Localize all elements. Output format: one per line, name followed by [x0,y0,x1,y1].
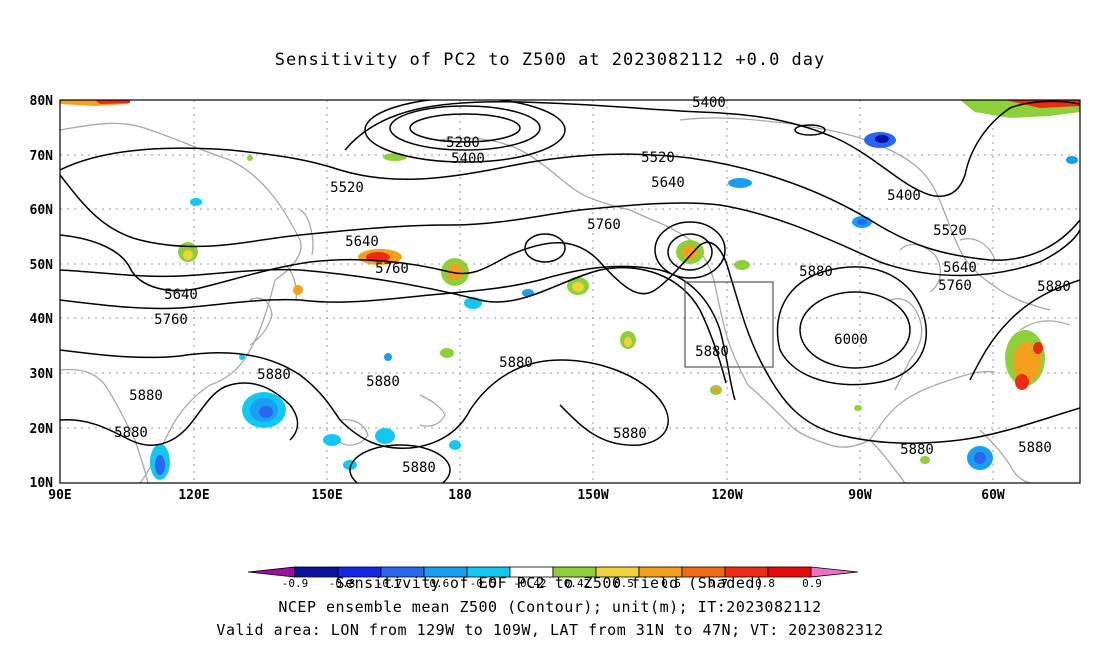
lon-tick-label: 150W [577,488,608,503]
contour-label: 5760 [587,217,621,233]
lon-tick-label: 120W [711,488,742,503]
contour-label: 5760 [154,312,188,328]
contour-label: 5880 [129,388,163,404]
longitude-axis: 90E 120E 150E 180 150W 120W 90W 60W [48,488,1005,503]
colorbar-swatches [247,566,859,578]
lat-tick-label: 30N [30,367,54,382]
colorbar-tick-label: -0.42 [513,577,546,590]
lon-tick-label: 180 [448,488,472,503]
contour-label: 5880 [257,367,291,383]
colorbar-tick-label: -0.5 [470,577,497,590]
colorbar-tick-label: -0.9 [282,577,309,590]
contour-label: 5880 [114,425,148,441]
lat-tick-label: 20N [30,422,54,437]
colorbar: -0.9 -0.8 -0.7 -0.6 -0.5 -0.42 0.42 0.5 … [247,566,859,590]
footer-valid-area-caption: Valid area: LON from 129W to 109W, LAT f… [216,621,884,639]
colorbar-tick-label: -0.6 [423,577,450,590]
coastlines [60,117,1071,483]
contour-label: 5520 [933,223,967,239]
map-frame [59,99,1081,484]
colorbar-tick-label: 0.5 [614,577,634,590]
lon-tick-label: 150E [311,488,342,503]
lat-tick-label: 70N [30,149,54,164]
footer-shading-caption: Sensitivity of EOF PC2 to Z500 field (Sh… [335,574,765,592]
footer-contour-caption: NCEP ensemble mean Z500 (Contour); unit(… [278,598,822,616]
lon-tick-label: 60W [981,488,1005,503]
contour-label: 5400 [692,95,726,111]
contour-label: 5880 [1037,279,1071,295]
chart-title: Sensitivity of PC2 to Z500 at 2023082112… [274,50,826,70]
contour-label: 5880 [1018,440,1052,456]
contour-label: 5880 [402,460,436,476]
lat-tick-label: 60N [30,203,54,218]
contour-labels: 5400 5280 5400 5520 5520 5640 5760 5400 … [114,95,1071,476]
gridlines [60,100,1080,483]
contour-label: 5880 [900,442,934,458]
lon-tick-label: 90E [48,488,71,503]
lat-tick-label: 10N [30,476,54,491]
latitude-axis: 80N 70N 60N 50N 40N 30N 20N 10N [30,94,54,491]
colorbar-tick-label: 0.42 [564,577,591,590]
lon-tick-label: 120E [178,488,209,503]
valid-area-box [684,281,774,368]
colorbar-tick-label: 0.8 [755,577,775,590]
colorbar-tick-label: 0.7 [708,577,728,590]
colorbar-swatch [810,566,859,578]
colorbar-tick-label: -0.7 [376,577,403,590]
contour-label: 5880 [695,344,729,360]
contour-label: 5640 [345,234,379,250]
contour-label: 5520 [330,180,364,196]
contour-label: 5280 [446,135,480,151]
colorbar-tick-label: 0.6 [661,577,681,590]
contour-label: 5880 [613,426,647,442]
contour-label: 5760 [938,278,972,294]
lat-tick-label: 80N [30,94,54,109]
contour-label: 6000 [834,332,868,348]
contour-label: 5640 [164,287,198,303]
colorbar-tick-label: 0.9 [802,577,822,590]
lat-tick-label: 40N [30,312,54,327]
contour-label: 5640 [651,175,685,191]
colorbar-tick-label: -0.8 [329,577,356,590]
contour-label: 5640 [943,260,977,276]
contour-label: 5400 [887,188,921,204]
contour-label: 5400 [451,151,485,167]
lon-tick-label: 90W [848,488,872,503]
colorbar-ticks: -0.9 -0.8 -0.7 -0.6 -0.5 -0.42 0.42 0.5 … [282,577,822,590]
contour-label: 5880 [799,264,833,280]
contour-label: 5880 [499,355,533,371]
contour-label: 5520 [641,150,675,166]
contour-label: 5880 [366,374,400,390]
lat-tick-label: 50N [30,258,54,273]
z500-contours [60,100,1080,483]
contour-label: 5760 [375,261,409,277]
